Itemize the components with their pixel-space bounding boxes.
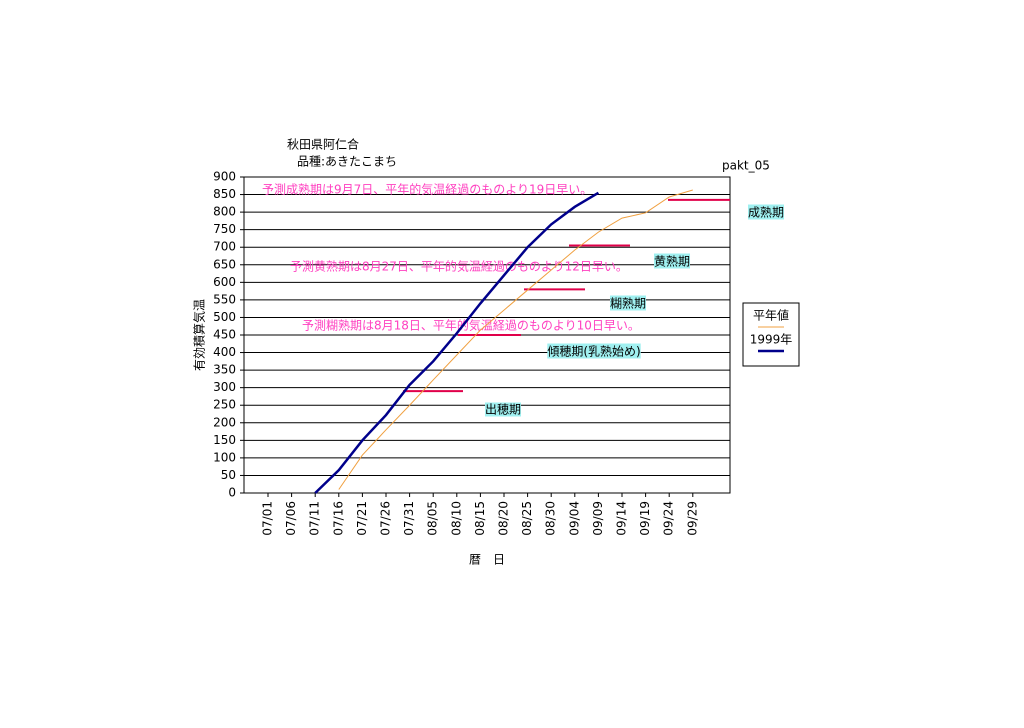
x-tick-label: 07/11 bbox=[308, 501, 322, 536]
x-tick-label: 09/04 bbox=[567, 501, 581, 536]
x-tick-label: 07/01 bbox=[261, 501, 275, 536]
y-tick-label: 700 bbox=[213, 240, 236, 254]
y-tick-label: 50 bbox=[221, 468, 236, 482]
stage-label-bg bbox=[747, 204, 785, 220]
x-axis-label: 暦 日 bbox=[469, 553, 505, 567]
chart-subtitle: 品種:あきたこまち bbox=[297, 155, 397, 169]
stage-label: 黄熟期 bbox=[654, 254, 690, 269]
y-tick-label: 500 bbox=[213, 310, 236, 324]
series-line bbox=[314, 191, 600, 494]
x-tick-label: 07/26 bbox=[379, 501, 393, 536]
stage-label-bg bbox=[484, 402, 522, 417]
annotation: 予測糊熟期は8月18日、平年的気温経過のものより10日早い。 bbox=[302, 318, 640, 333]
y-tick-label: 100 bbox=[213, 450, 236, 464]
stage-label-bg bbox=[609, 295, 647, 311]
x-tick-label: 07/21 bbox=[355, 501, 369, 536]
annotation: 予測成熟期は9月7日、平年的気温経過のものより19日早い。 bbox=[262, 182, 592, 197]
x-tick-label: 07/31 bbox=[402, 501, 416, 536]
y-tick-label: 250 bbox=[213, 398, 236, 412]
chart-title: 秋田県阿仁合 bbox=[287, 137, 359, 152]
stage-label: 傾穂期(乳熟始め) bbox=[547, 344, 640, 359]
y-tick-label: 300 bbox=[213, 380, 236, 394]
x-tick-label: 07/06 bbox=[284, 501, 298, 536]
y-tick-label: 900 bbox=[213, 170, 236, 184]
y-tick-label: 400 bbox=[213, 345, 236, 359]
x-tick-label: 09/09 bbox=[591, 501, 605, 536]
y-tick-label: 600 bbox=[213, 275, 236, 289]
legend-box bbox=[742, 302, 800, 367]
x-tick-label: 08/15 bbox=[473, 501, 487, 536]
x-tick-label: 09/19 bbox=[638, 501, 652, 536]
x-tick-label: 08/30 bbox=[544, 501, 558, 536]
stage-label: 出穂期 bbox=[485, 403, 521, 417]
stage-label-bg bbox=[653, 253, 691, 269]
y-tick-label: 650 bbox=[213, 257, 236, 271]
y-tick-label: 350 bbox=[213, 363, 236, 377]
x-tick-label: 09/24 bbox=[662, 501, 676, 536]
x-tick-label: 08/05 bbox=[426, 501, 440, 536]
stage-label-bg bbox=[547, 343, 641, 359]
x-tick-label: 09/29 bbox=[685, 501, 699, 536]
y-axis-label: 有効積算気温 bbox=[192, 299, 207, 371]
y-tick-label: 750 bbox=[213, 222, 236, 236]
y-tick-label: 150 bbox=[213, 433, 236, 447]
y-tick-label: 0 bbox=[228, 486, 236, 500]
x-tick-label: 09/14 bbox=[615, 501, 629, 536]
legend-label: 1999年 bbox=[750, 333, 793, 347]
y-tick-label: 200 bbox=[213, 415, 236, 429]
chart-code: pakt_05 bbox=[722, 159, 770, 173]
x-tick-label: 08/20 bbox=[497, 501, 511, 536]
y-tick-label: 550 bbox=[213, 292, 236, 306]
x-tick-label: 08/10 bbox=[449, 501, 463, 536]
y-tick-label: 800 bbox=[213, 205, 236, 219]
x-tick-label: 08/25 bbox=[520, 501, 534, 536]
series-line bbox=[338, 189, 693, 490]
y-tick-label: 850 bbox=[213, 187, 236, 201]
legend-label: 平年値 bbox=[753, 308, 789, 323]
annotation: 予測黄熟期は8月27日、平年的気温経過のものより12日早い。 bbox=[290, 259, 628, 274]
stage-label: 糊熟期 bbox=[610, 296, 646, 311]
y-tick-label: 450 bbox=[213, 328, 236, 342]
x-tick-label: 07/16 bbox=[331, 501, 345, 536]
stage-label: 成熟期 bbox=[748, 205, 784, 220]
